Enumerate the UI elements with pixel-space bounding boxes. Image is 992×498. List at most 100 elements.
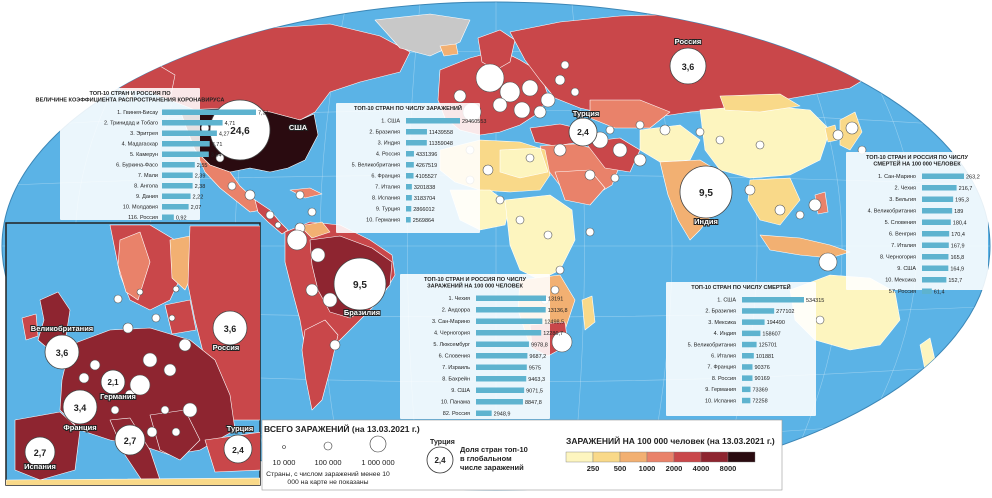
table-row: 10. Германия 2569864 [366,217,434,224]
circle-india: 9,5 Индия [679,165,733,227]
row-label: 8. Россия [712,376,736,382]
row-bar [162,193,191,199]
row-bar [922,173,964,179]
table-row: 4. Великобритания 189 [868,208,963,215]
table-row: 9. Германия 73369 [705,386,768,393]
row-value: 216,7 [959,186,973,192]
row-bar [476,318,543,324]
row-label: 9. США [451,388,470,394]
table-row: 5. Камерун 3,64 [130,151,222,158]
table-row: 1. Гвинея-Бисау 7,31 [117,109,269,116]
row-value: 4,27 [219,131,230,137]
row-label: 5. Люксембург [433,342,470,348]
row-value: 8847,8 [525,400,542,406]
row-label: 4. Россия [376,152,400,158]
table-row: 4. Индия 158607 [714,330,781,337]
row-bar [922,196,954,202]
row-bar [922,231,950,237]
row-value: 101881 [756,354,774,360]
share-legend-value: 2,4 [434,456,446,465]
row-value: 170,4 [951,232,965,238]
row-value: 2,07 [191,205,202,211]
row-bar [742,375,753,381]
row-bar [742,397,751,404]
circle-brazil: 9,5 Бразилия [333,257,387,318]
inset-circle-germany: 2,1 Германия [99,369,137,402]
row-bar [406,162,414,168]
row-value: 3,64 [211,152,222,158]
inset-ireland [21,313,39,341]
ranking-tables: ТОП-10 СТРАН И РОССИЯ ПО ВЕЛИЧИНЕ КОЭФФИЦ… [36,88,988,419]
table-row: 5. Великобритания 125701 [688,341,777,349]
row-value: 11439558 [429,130,453,136]
row-value: 167,9 [951,243,965,249]
row-value: 90169 [754,376,769,382]
table-title: ТОП-10 СТРАН И РОССИЯ ПО ЧИСЛУ ЗАРАЖЕНИЙ … [424,277,526,290]
legend-tick-label: 4000 [693,464,710,473]
row-label: 2. Бразилия [705,309,736,315]
table-title: ТОП-10 СТРАН И РОССИЯ ПО ВЕЛИЧИНЕ КОЭФФИЦ… [36,91,225,104]
row-label: 3. Бельгия [889,197,916,203]
libya-egypt [499,147,549,179]
table-row: 7. Франция 90376 [707,364,770,371]
row-bar [162,162,195,168]
row-bar [922,242,949,248]
legend-swatch [592,451,621,463]
row-value: 73369 [753,387,768,393]
table-row: 9. США 164,9 [897,265,964,272]
circle-russia: 3,6 Россия [669,36,707,85]
row-label: 2. Тринидад и Тобаго [104,121,158,127]
table-row: 2. Андорра 13136,8 [442,307,568,314]
row-bar [162,214,174,220]
table-row: 1. Чехия 13191 [448,295,563,302]
choropleth-legend-scale: 250 500 1000 2000 4000 8000 [565,451,756,473]
row-bar [742,353,754,359]
india-name-label: Индия [694,217,718,226]
table-row: 82. Россия 2948,9 [443,410,510,417]
legend-tick-label: 2000 [666,464,683,473]
row-bar [476,295,546,301]
inset-circle-italy: 2,7 [114,424,146,456]
table-row: 10. Испания 72258 [705,397,768,405]
row-label: 9. Дания [136,194,158,200]
table-row: 8. Бахрейн 9463,3 [442,376,545,383]
row-label: 7. Мали [138,173,158,179]
table-row: 6. Словения 9687,2 [439,353,546,360]
row-value: 11359048 [429,141,453,147]
row-bar [922,277,947,283]
row-value: 0,92 [176,215,187,221]
row-value: 165,8 [950,255,964,261]
row-value: 152,7 [948,278,962,284]
table-row: 2. Тринидад и Тобаго 4,71 [104,120,235,127]
southeast-asia [747,177,801,226]
row-label: 1. США [381,119,400,125]
inset-france-name-label: Франция [63,423,96,432]
circle-legend-large [369,435,387,453]
row-value: 2,39 [195,173,206,179]
row-label: 8. Ангола [134,184,159,190]
row-bar [742,330,761,337]
row-value: 9575 [529,365,541,371]
mongolia [719,93,801,113]
row-label: 10. Германия [366,218,400,224]
row-label: 6. Словения [439,354,470,360]
row-bar [162,183,193,189]
inset-russia-share-label: 3,6 [224,324,237,334]
table-row: 9. Дания 2,22 [136,193,203,200]
row-label: 10. Испания [705,398,736,404]
circle-legend-title: ВСЕГО ЗАРАЖЕНИЙ (на 13.03.2021 г.) [264,423,420,434]
inset-circle-turkey: 2,4 Турция [223,423,254,464]
row-value: 3201838 [414,185,435,191]
table-spread-rate: ТОП-10 СТРАН И РОССИЯ ПО ВЕЛИЧИНЕ КОЭФФИЦ… [36,88,269,221]
scandinavia [477,29,516,71]
row-value: 534315 [806,298,824,304]
row-bar [922,185,957,191]
inset-uk-share-label: 3,6 [56,348,69,358]
turkey-name-label: Турция [573,109,600,118]
brazil-name-label: Бразилия [344,308,380,317]
row-value: 61,4 [934,289,945,295]
legend-swatch [646,451,675,463]
row-label: 5. Камерун [130,152,158,158]
row-value: 4267519 [416,163,437,169]
